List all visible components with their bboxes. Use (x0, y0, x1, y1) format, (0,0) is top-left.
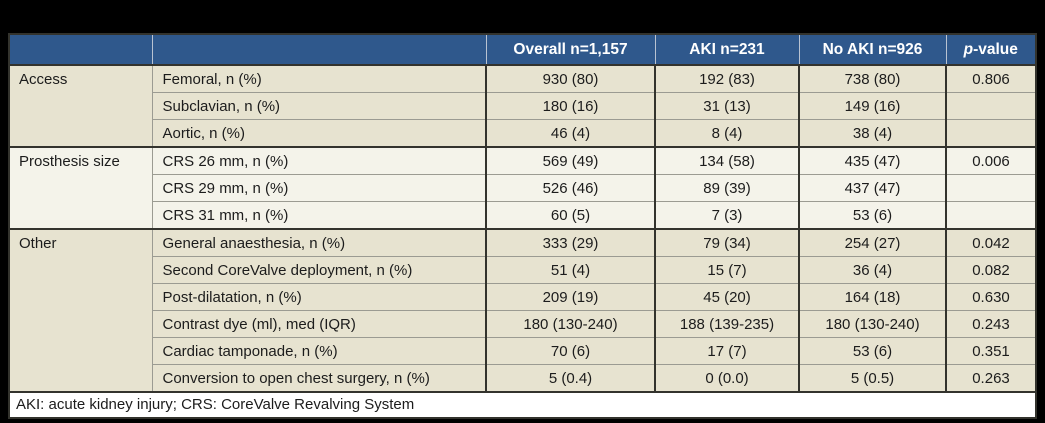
aki-value: 15 (7) (654, 256, 799, 284)
p-value: 0.006 (945, 146, 1035, 175)
overall-value: 180 (16) (485, 92, 655, 120)
no-aki-value: 38 (4) (798, 119, 946, 147)
table-row: Subclavian, n (%) 180 (16) 31 (13) 149 (… (10, 92, 1035, 120)
no-aki-value: 437 (47) (798, 174, 946, 202)
table-row: Second CoreValve deployment, n (%) 51 (4… (10, 256, 1035, 284)
overall-value: 569 (49) (485, 146, 655, 175)
overall-value: 51 (4) (485, 256, 655, 284)
row-label: Subclavian, n (%) (151, 92, 486, 120)
overall-value: 70 (6) (485, 337, 655, 365)
no-aki-value: 738 (80) (798, 65, 946, 93)
no-aki-value: 5 (0.5) (798, 364, 946, 391)
p-value: 0.042 (945, 228, 1035, 257)
aki-value: 188 (139-235) (654, 310, 799, 338)
overall-value: 930 (80) (485, 65, 655, 93)
no-aki-value: 36 (4) (798, 256, 946, 284)
no-aki-value: 435 (47) (798, 146, 946, 175)
p-value (945, 119, 1035, 147)
table-row: Access Femoral, n (%) 930 (80) 192 (83) … (10, 65, 1035, 147)
p-value: 0.263 (945, 364, 1035, 391)
table-row: CRS 29 mm, n (%) 526 (46) 89 (39) 437 (4… (10, 174, 1035, 202)
p-value-column-header: p-value (945, 35, 1035, 66)
table-row: Prosthesis size CRS 26 mm, n (%) 569 (49… (10, 146, 1035, 229)
row-label: Cardiac tamponade, n (%) (151, 337, 486, 365)
table-row: Aortic, n (%) 46 (4) 8 (4) 38 (4) (10, 119, 1035, 147)
aki-value: 7 (3) (654, 201, 799, 229)
aki-value: 79 (34) (654, 228, 799, 257)
p-value (945, 201, 1035, 229)
aki-value: 45 (20) (654, 283, 799, 311)
table-row: Other General anaesthesia, n (%) 333 (29… (10, 228, 1035, 391)
aki-value: 17 (7) (654, 337, 799, 365)
overall-value: 46 (4) (485, 119, 655, 147)
overall-value: 209 (19) (485, 283, 655, 311)
overall-value: 526 (46) (485, 174, 655, 202)
row-label: CRS 31 mm, n (%) (151, 201, 486, 229)
aki-value: 134 (58) (654, 146, 799, 175)
overall-value: 333 (29) (485, 228, 655, 257)
p-value: 0.243 (945, 310, 1035, 338)
procedural-characteristics-table: Overall n=1,157 AKI n=231 No AKI n=926 p… (8, 33, 1037, 419)
table-row: Conversion to open chest surgery, n (%) … (10, 364, 1035, 391)
table-row: Post-dilatation, n (%) 209 (19) 45 (20) … (10, 283, 1035, 311)
data-table: Overall n=1,157 AKI n=231 No AKI n=926 p… (10, 35, 1035, 391)
group-label-other: Other (10, 228, 152, 391)
no-aki-value: 53 (6) (798, 337, 946, 365)
p-value: 0.351 (945, 337, 1035, 365)
table-row: Cardiac tamponade, n (%) 70 (6) 17 (7) 5… (10, 337, 1035, 365)
aki-value: 89 (39) (654, 174, 799, 202)
table-row: CRS 31 mm, n (%) 60 (5) 7 (3) 53 (6) (10, 201, 1035, 229)
overall-column-header: Overall n=1,157 (485, 35, 655, 66)
p-value (945, 92, 1035, 120)
aki-column-header: AKI n=231 (654, 35, 799, 66)
p-value-header-italic-part: p (963, 40, 974, 58)
p-value (945, 174, 1035, 202)
overall-value: 60 (5) (485, 201, 655, 229)
no-aki-value: 164 (18) (798, 283, 946, 311)
header-row: Overall n=1,157 AKI n=231 No AKI n=926 p… (10, 35, 1035, 66)
no-aki-value: 149 (16) (798, 92, 946, 120)
row-label: CRS 26 mm, n (%) (151, 146, 486, 175)
row-label: Contrast dye (ml), med (IQR) (151, 310, 486, 338)
table-footnote: AKI: acute kidney injury; CRS: CoreValve… (10, 391, 1035, 417)
group-column-header (10, 35, 152, 66)
group-label-prosthesis-size: Prosthesis size (10, 146, 152, 229)
row-label: Aortic, n (%) (151, 119, 486, 147)
variable-column-header (151, 35, 486, 66)
aki-value: 31 (13) (654, 92, 799, 120)
row-label: Second CoreValve deployment, n (%) (151, 256, 486, 284)
row-label: General anaesthesia, n (%) (151, 228, 486, 257)
aki-value: 0 (0.0) (654, 364, 799, 391)
row-label: CRS 29 mm, n (%) (151, 174, 486, 202)
row-label: Conversion to open chest surgery, n (%) (151, 364, 486, 391)
p-value: 0.082 (945, 256, 1035, 284)
aki-value: 8 (4) (654, 119, 799, 147)
overall-value: 5 (0.4) (485, 364, 655, 391)
no-aki-value: 53 (6) (798, 201, 946, 229)
p-value-header-rest-part: -value (973, 40, 1018, 58)
row-label: Femoral, n (%) (151, 65, 486, 93)
group-label-access: Access (10, 65, 152, 147)
aki-value: 192 (83) (654, 65, 799, 93)
overall-value: 180 (130-240) (485, 310, 655, 338)
p-value: 0.630 (945, 283, 1035, 311)
no-aki-value: 180 (130-240) (798, 310, 946, 338)
table-row: Contrast dye (ml), med (IQR) 180 (130-24… (10, 310, 1035, 338)
row-label: Post-dilatation, n (%) (151, 283, 486, 311)
no-aki-column-header: No AKI n=926 (798, 35, 946, 66)
p-value: 0.806 (945, 65, 1035, 93)
no-aki-value: 254 (27) (798, 228, 946, 257)
